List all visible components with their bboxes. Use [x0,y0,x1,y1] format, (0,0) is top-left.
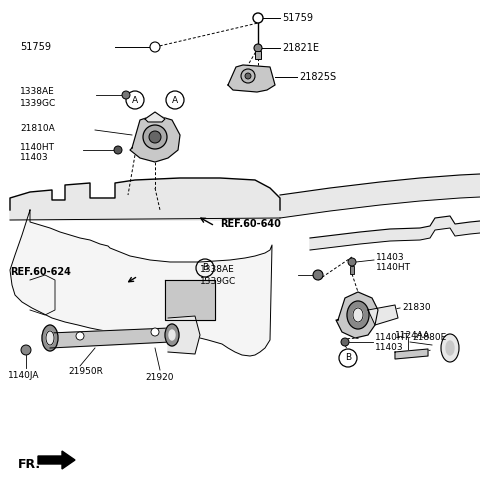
Ellipse shape [169,330,175,340]
Circle shape [348,258,356,266]
Circle shape [114,146,122,154]
Text: 51759: 51759 [20,42,51,52]
Polygon shape [336,292,378,338]
Polygon shape [310,216,480,250]
Circle shape [313,270,323,280]
Circle shape [151,328,159,336]
Text: REF.60-624: REF.60-624 [10,267,71,277]
Polygon shape [228,65,275,92]
Text: 1339GC: 1339GC [20,99,56,108]
Text: 21880E: 21880E [412,334,446,343]
Polygon shape [165,280,215,320]
Text: 51759: 51759 [282,13,313,23]
Polygon shape [368,305,398,325]
Text: FR.: FR. [18,458,41,471]
Circle shape [122,91,130,99]
Ellipse shape [165,324,179,346]
Circle shape [253,13,263,23]
Text: 1140JA: 1140JA [8,372,39,380]
Ellipse shape [446,341,454,355]
Text: 21830: 21830 [402,304,431,313]
Circle shape [241,69,255,83]
Polygon shape [280,174,480,218]
Polygon shape [168,316,200,354]
Bar [255,51,261,59]
Text: 21825S: 21825S [299,72,336,82]
Text: 1140HT: 1140HT [375,334,410,343]
Circle shape [143,125,167,149]
Text: A: A [132,96,138,105]
Polygon shape [10,210,272,356]
Ellipse shape [441,334,459,362]
Text: 11403: 11403 [376,254,405,263]
Text: 11403: 11403 [20,153,48,162]
Text: 11403: 11403 [375,344,404,353]
Circle shape [245,73,251,79]
Ellipse shape [347,301,369,329]
Text: 1140HT: 1140HT [20,143,55,152]
Ellipse shape [46,331,54,345]
Text: 1140HT: 1140HT [376,264,411,273]
Text: A: A [172,96,178,105]
Text: 21810A: 21810A [20,124,55,132]
Polygon shape [50,328,172,348]
Circle shape [341,338,349,346]
Polygon shape [38,451,75,469]
Text: 21950R: 21950R [68,368,103,376]
Polygon shape [395,349,428,359]
Text: 21920: 21920 [145,374,173,382]
Polygon shape [10,178,280,220]
Text: REF.60-640: REF.60-640 [220,219,281,229]
Circle shape [76,332,84,340]
Circle shape [254,44,262,52]
Bar [350,266,354,274]
Text: 1338AE: 1338AE [20,87,55,96]
Circle shape [150,42,160,52]
Text: 21821E: 21821E [282,43,319,53]
Text: 1124AA: 1124AA [395,332,430,341]
Polygon shape [130,115,180,162]
Text: B: B [345,354,351,363]
Ellipse shape [42,325,58,351]
Text: B: B [202,264,208,273]
Circle shape [149,131,161,143]
Polygon shape [145,112,165,122]
Text: 1339GC: 1339GC [200,278,236,287]
Circle shape [21,345,31,355]
Ellipse shape [353,308,363,322]
Text: 1338AE: 1338AE [200,266,235,275]
